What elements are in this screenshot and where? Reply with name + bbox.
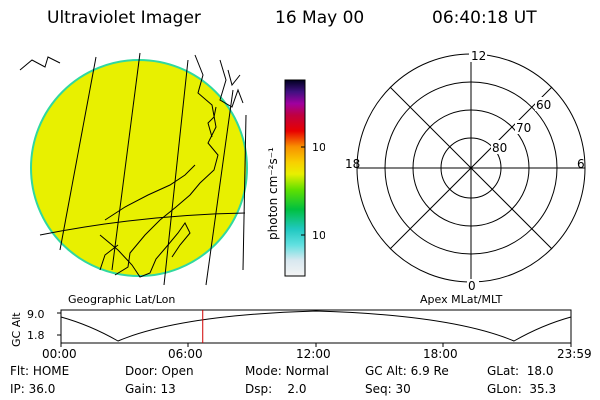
info-door: Door: Open [125, 364, 194, 378]
lat-label-60: 60 [536, 98, 551, 112]
colorbar-scale [284, 79, 306, 277]
mode-value: Normal [285, 364, 329, 378]
orbit-xtick-0000: 00:00 [42, 347, 77, 361]
colorbar-tick-100: 100 [312, 141, 325, 154]
info-flt: Flt: HOME [10, 364, 70, 378]
mlt-label-18: 18 [345, 157, 360, 171]
mlt-label-12: 12 [471, 49, 486, 63]
orbit-xtick-1800: 18:00 [423, 347, 458, 361]
polar-diagonal-2 [389, 86, 553, 250]
gain-value: 13 [160, 382, 176, 396]
geographic-grid [39, 52, 247, 286]
app-title: Ultraviolet Imager [47, 8, 201, 28]
orbit-frame [60, 309, 572, 344]
info-ip: IP: 36.0 [10, 382, 56, 396]
info-glon: GLon: 35.3 [487, 382, 557, 396]
apex-title: Apex MLat/MLT [420, 293, 503, 306]
info-gain: Gain: 13 [125, 382, 176, 396]
date-label: 16 May 00 [275, 8, 365, 28]
orbit-axis-label: GC Alt [10, 312, 23, 347]
mlt-label-0: 0 [468, 279, 476, 293]
earth-image-view [19, 52, 248, 286]
orbit-altitude-panel: GC Alt 9.0 1.8 00:00 06:00 12:00 18:00 2… [10, 308, 592, 361]
geographic-title: Geographic Lat/Lon [68, 293, 176, 306]
orbit-xtick-0600: 06:00 [168, 347, 203, 361]
lat-label-80: 80 [492, 141, 507, 155]
orbit-xtick-2359: 23:59 [557, 347, 592, 361]
coastline [19, 54, 244, 278]
colorbar-unit-label: photon cm⁻²s⁻¹ [266, 147, 280, 240]
mlt-label-6: 6 [577, 157, 585, 171]
polar-plot: 12 18 6 0 60 70 80 [345, 49, 586, 293]
ip-value: 36.0 [28, 382, 56, 396]
info-gc-alt: GC Alt: 6.9 Re [365, 364, 449, 378]
orbit-ytick-low: 1.8 [27, 329, 45, 342]
info-mode: Mode: Normal [245, 364, 329, 378]
colorbar: 100 10 photon cm⁻²s⁻¹ [266, 79, 325, 277]
seq-value: 30 [395, 382, 411, 396]
flt-value: HOME [32, 364, 70, 378]
info-dsp: Dsp: 2.0 [245, 382, 307, 396]
glon-value: 35.3 [529, 382, 557, 396]
dsp-value: 2.0 [287, 382, 307, 396]
glat-value: 18.0 [526, 364, 554, 378]
lat-label-70: 70 [516, 121, 531, 135]
orbit-altitude-curve [60, 310, 572, 342]
door-value: Open [161, 364, 194, 378]
gc-alt-value: 6.9 Re [410, 364, 449, 378]
colorbar-tick-10: 10 [312, 229, 325, 242]
orbit-xtick-1200: 12:00 [296, 347, 331, 361]
orbit-ytick-high: 9.0 [27, 308, 45, 321]
info-glat: GLat: 18.0 [487, 364, 554, 378]
time-label: 06:40:18 UT [432, 8, 537, 28]
info-seq: Seq: 30 [365, 382, 411, 396]
